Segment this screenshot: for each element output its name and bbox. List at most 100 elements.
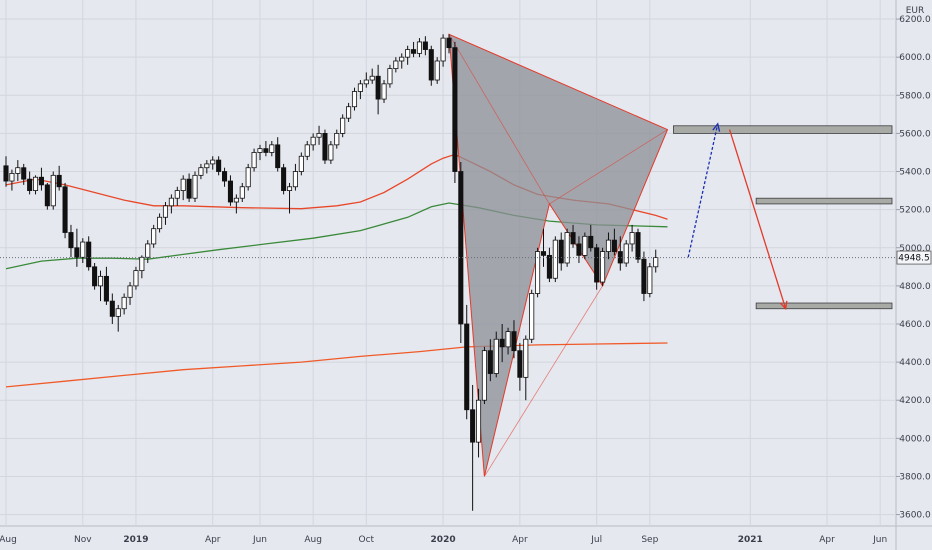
candle-down [227, 180, 233, 203]
price-tick-label: 5400.0 [899, 168, 931, 178]
candle-down [576, 243, 582, 256]
candle-up [180, 178, 186, 191]
pattern-leg [484, 285, 603, 477]
candle-up [629, 232, 635, 245]
time-tick-label: Oct [359, 535, 375, 545]
candle-up [245, 167, 251, 188]
candle-down [222, 171, 228, 182]
candle-down [263, 148, 269, 153]
price-tick-label: 4800.0 [899, 282, 931, 292]
candle-down [499, 338, 505, 348]
candle-down [558, 239, 564, 264]
candle-down [470, 409, 476, 443]
candle-up [133, 270, 139, 287]
candle-up [9, 173, 15, 182]
candle-down [186, 178, 192, 199]
price-tick-label: 5800.0 [899, 91, 931, 101]
candle-up [647, 266, 653, 294]
candle-down [641, 258, 647, 294]
time-axis-labels: Aug Nov 2019 Apr Jun Aug Oct 2020 Apr Jul Sep 2021 A… [0, 535, 887, 545]
time-tick-label: Apr [819, 535, 835, 545]
candle-up [192, 174, 198, 199]
projection-arrow-down [728, 129, 787, 309]
candle-down [68, 232, 74, 249]
candle-up [416, 41, 423, 54]
time-tick-label: 2021 [738, 535, 763, 545]
currency-label: EUR [906, 6, 925, 16]
candle-up [115, 308, 121, 317]
candle-up [292, 171, 298, 188]
candle-up [405, 49, 411, 58]
candle-up [334, 133, 340, 146]
candle-up [600, 251, 606, 283]
candle-up [523, 338, 529, 378]
candle-up [393, 60, 399, 70]
candle-down [375, 75, 381, 100]
price-tick-label: 3600.0 [899, 511, 931, 521]
candle-down [216, 159, 222, 172]
candle-down [109, 300, 115, 317]
candle-up [363, 79, 369, 85]
candle-up [233, 197, 239, 203]
plot-background [0, 0, 896, 526]
candle-down [27, 178, 33, 191]
candle-down [517, 350, 523, 378]
price-tick-label: 5000.0 [899, 244, 931, 254]
candle-up [251, 152, 257, 169]
candle-up [97, 275, 104, 287]
candle-up [481, 350, 487, 401]
arrow-head [712, 122, 721, 132]
candle-up [121, 296, 127, 310]
candle-up [582, 235, 588, 256]
candle-down [487, 350, 493, 374]
candle-down [452, 47, 458, 172]
price-tick-label: 4200.0 [899, 396, 931, 406]
price-tick-label: 6000.0 [899, 53, 931, 63]
candle-down [38, 176, 44, 186]
price-axis-background [896, 0, 932, 550]
last-price-box [896, 250, 932, 265]
candle-up [552, 239, 558, 279]
last-price-label: 4948.5 [898, 254, 930, 264]
candle-up [174, 190, 180, 199]
candle-up [505, 331, 511, 348]
candle-up [399, 56, 405, 62]
time-tick-label: Aug [0, 535, 17, 545]
projection-arrow-up [687, 123, 719, 258]
moving-average-line [5, 202, 668, 270]
candles-layer [3, 34, 659, 511]
candle-down [428, 49, 434, 81]
candle-down [281, 167, 287, 191]
candle-up [316, 133, 322, 138]
price-zone [755, 197, 893, 205]
candle-down [92, 266, 98, 287]
candle-up [139, 256, 145, 272]
gridlines [0, 0, 896, 526]
candle-down [56, 174, 62, 188]
candle-up [346, 106, 352, 119]
candle-down [86, 241, 92, 268]
candle-up [440, 37, 446, 62]
time-tick-label: Jun [252, 535, 267, 545]
candle-down [458, 171, 464, 325]
candle-down [411, 49, 417, 54]
candle-up [340, 117, 346, 134]
price-tick-label: 4000.0 [899, 434, 931, 444]
candle-down [546, 254, 552, 279]
price-tick-label: 6200.0 [899, 15, 931, 25]
candle-up [381, 83, 387, 100]
candle-up [623, 243, 629, 264]
candle-down [103, 275, 109, 302]
candle-down [44, 184, 50, 207]
candle-up [198, 167, 204, 176]
candle-up [535, 251, 541, 294]
candle-down [464, 323, 470, 411]
candle-down [74, 247, 80, 258]
candle-down [21, 167, 27, 180]
time-tick-label: 2020 [431, 535, 456, 545]
candle-up [257, 148, 263, 153]
candle-up [127, 285, 133, 298]
price-tick-label: 4600.0 [899, 320, 931, 330]
